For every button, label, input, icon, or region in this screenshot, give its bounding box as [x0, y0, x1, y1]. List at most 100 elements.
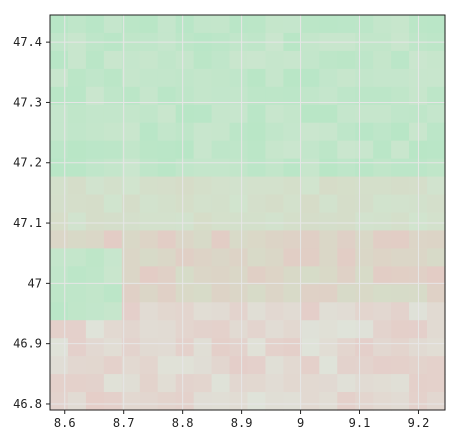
raster-cell — [373, 158, 392, 178]
raster-cell — [265, 140, 284, 160]
raster-cell — [211, 140, 231, 160]
raster-cell — [193, 86, 213, 106]
raster-cell — [50, 50, 69, 70]
raster-cell — [373, 284, 392, 303]
raster-cell — [427, 104, 446, 124]
raster-cell — [373, 392, 392, 411]
raster-cell — [229, 15, 249, 34]
raster-cell — [247, 302, 267, 321]
raster-cell — [319, 104, 338, 124]
raster-cell — [139, 140, 159, 160]
raster-cell — [139, 248, 159, 267]
raster-cell — [85, 266, 105, 285]
raster-cell — [355, 266, 374, 285]
raster-cell — [211, 86, 231, 106]
raster-cell — [265, 392, 284, 411]
raster-cell — [157, 230, 177, 249]
raster-cell — [67, 248, 87, 267]
raster-cell — [229, 266, 249, 285]
raster-cell — [337, 15, 356, 34]
raster-cell — [67, 140, 87, 160]
raster-cell — [67, 158, 87, 178]
raster-cell — [103, 194, 123, 214]
raster-cell — [229, 248, 249, 267]
raster-cell — [301, 266, 320, 285]
raster-cell — [67, 266, 87, 285]
raster-cell — [427, 68, 446, 88]
x-tick-label: 8.9 — [231, 416, 253, 430]
raster-cell — [355, 68, 374, 88]
raster-cell — [337, 104, 356, 124]
raster-cell — [247, 266, 267, 285]
raster-cell — [391, 68, 410, 88]
raster-cell — [301, 158, 320, 178]
raster-cell — [301, 212, 320, 232]
raster-cell — [103, 338, 123, 357]
raster-cell — [355, 122, 374, 142]
raster-cell — [85, 50, 105, 70]
raster-cell — [337, 374, 356, 393]
raster-cell — [193, 320, 213, 339]
raster-cell — [139, 86, 159, 106]
x-tick-label: 8.7 — [113, 416, 135, 430]
raster-cell — [319, 320, 338, 339]
raster-cell — [157, 356, 177, 375]
raster-cell — [67, 230, 87, 249]
raster-cell — [247, 86, 267, 106]
raster-cell — [247, 230, 267, 249]
raster-cell — [157, 392, 177, 411]
raster-cell — [139, 320, 159, 339]
raster-cell — [229, 68, 249, 88]
raster-cell — [229, 338, 249, 357]
raster-cell — [229, 302, 249, 321]
raster-cell — [157, 140, 177, 160]
raster-cell — [391, 140, 410, 160]
raster-cell — [139, 122, 159, 142]
raster-cell — [265, 266, 284, 285]
raster-cell — [247, 122, 267, 142]
raster-cell — [211, 194, 231, 214]
raster-cell — [121, 266, 141, 285]
raster-cell — [50, 266, 69, 285]
raster-cell — [50, 374, 69, 393]
raster-cell — [121, 104, 141, 124]
raster-cell — [265, 356, 284, 375]
raster-cell — [247, 176, 267, 196]
raster-cell — [391, 320, 410, 339]
raster-cell — [319, 68, 338, 88]
raster-cell — [67, 302, 87, 321]
raster-cell — [85, 122, 105, 142]
grid-lines — [50, 15, 445, 410]
raster-cell — [211, 356, 231, 375]
raster-cell — [391, 86, 410, 106]
raster-cell — [175, 194, 195, 214]
raster-cell — [247, 50, 267, 70]
raster-cell — [85, 176, 105, 196]
raster-cell — [373, 68, 392, 88]
raster-cell — [283, 194, 302, 214]
raster-cell — [211, 176, 231, 196]
raster-cell — [193, 284, 213, 303]
raster-cell — [265, 15, 284, 34]
raster-cell — [247, 248, 267, 267]
raster-cell — [373, 104, 392, 124]
raster-cell — [391, 356, 410, 375]
raster-cell — [319, 15, 338, 34]
raster-image — [50, 15, 446, 411]
raster-cell — [283, 266, 302, 285]
raster-cell — [283, 248, 302, 267]
raster-cell — [175, 176, 195, 196]
raster-cell — [337, 176, 356, 196]
raster-cell — [427, 284, 446, 303]
raster-cell — [355, 194, 374, 214]
raster-cell — [319, 212, 338, 232]
raster-cell — [121, 194, 141, 214]
raster-cell — [319, 248, 338, 267]
raster-cell — [193, 374, 213, 393]
raster-cell — [373, 140, 392, 160]
raster-cell — [103, 140, 123, 160]
raster-cell — [355, 356, 374, 375]
raster-cell — [121, 320, 141, 339]
raster-cell — [85, 140, 105, 160]
